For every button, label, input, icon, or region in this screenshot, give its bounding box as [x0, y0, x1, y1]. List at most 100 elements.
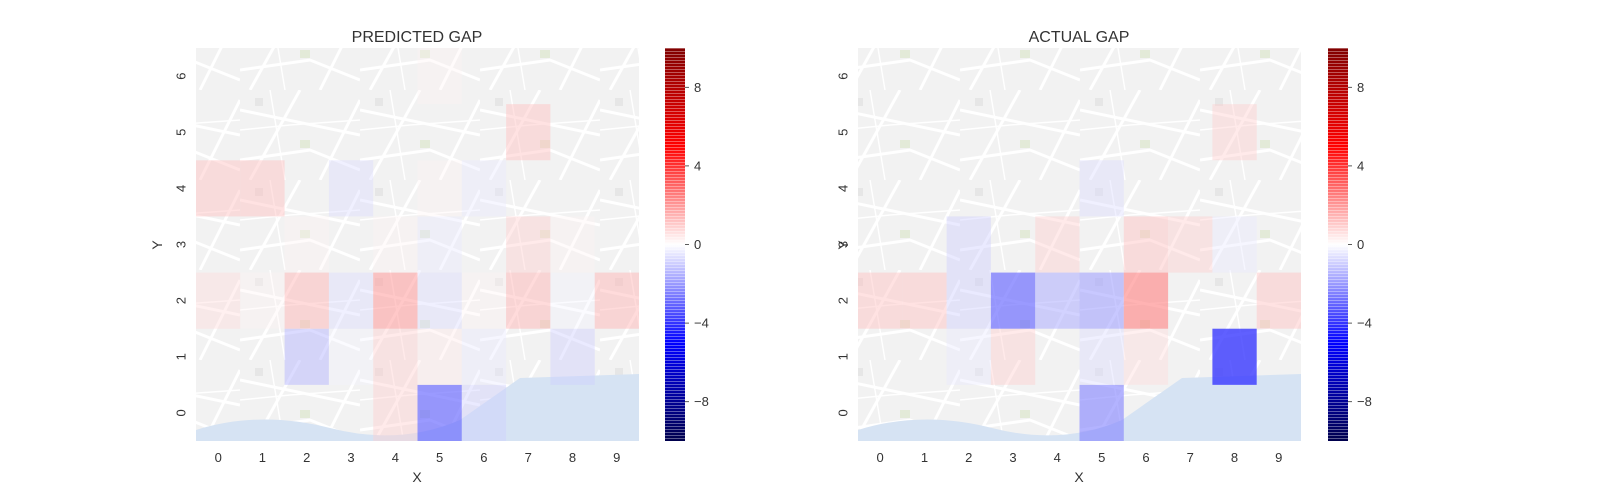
heatmap-cell-x8-y1	[550, 328, 595, 385]
heatmap-cell-x0-y2	[196, 272, 241, 329]
colorbar-tick-label: 8	[694, 80, 701, 95]
x-tick-label: 0	[876, 450, 883, 465]
heatmap-cell-x2-y2	[284, 272, 329, 329]
colorbar-tick-label: 8	[1357, 80, 1364, 95]
y-axis-label: Y	[149, 240, 165, 250]
heatmap-cell-x6-y3	[1123, 216, 1169, 273]
y-tick-label: 2	[835, 297, 850, 304]
y-axis-label: Y	[835, 240, 851, 250]
heatmap-cell-x5-y2	[1079, 272, 1124, 329]
x-tick-label: 6	[1142, 450, 1149, 465]
heatmap-cell-x6-y1	[461, 328, 507, 385]
heatmap-cell-x8-y3	[1212, 216, 1257, 273]
heatmap-cell-x4-y2	[1035, 272, 1080, 329]
heatmap-cell-x7-y3	[506, 216, 551, 273]
heatmap-cell-x9-y2	[594, 272, 639, 329]
heatmap-cell-x6-y1	[1123, 328, 1169, 385]
heatmap-cell-x8-y3	[550, 216, 595, 273]
y-tick-label: 1	[173, 353, 188, 360]
y-tick-label: 0	[173, 409, 188, 416]
heatmap-cell-x4-y2	[373, 272, 418, 329]
y-tick-label: 0	[835, 409, 850, 416]
x-tick-label: 4	[1054, 450, 1061, 465]
heatmap-cell-x3-y1	[990, 328, 1036, 385]
colorbar-tick-labels: 8 4 0 −4 −8	[1348, 80, 1372, 409]
x-tick-label: 3	[347, 450, 354, 465]
x-tick-label: 9	[613, 450, 620, 465]
x-tick-label: 5	[436, 450, 443, 465]
heatmap-cell-x4-y3	[1035, 216, 1080, 273]
heatmap-cell-x7-y5	[506, 104, 551, 161]
x-tick-label: 7	[1187, 450, 1194, 465]
colorbar-tick-label: 4	[1357, 158, 1364, 173]
heatmap-cell-x6-y4	[461, 160, 507, 217]
colorbar-tick-label: −8	[694, 394, 709, 409]
y-tick-label: 2	[173, 297, 188, 304]
x-tick-label: 6	[480, 450, 487, 465]
heatmap-cell-x0-y4	[196, 160, 241, 217]
heatmap-cell-x2-y3	[946, 216, 991, 273]
heatmap-cell-x4-y0	[373, 384, 418, 441]
colorbar-tick-labels: 8 4 0 −4 −8	[685, 80, 709, 409]
x-tick-label: 2	[303, 450, 310, 465]
heatmap-cell-x6-y2	[461, 272, 507, 329]
heatmap-cell-x9-y2	[1256, 272, 1301, 329]
colorbar-tick-label: 0	[1357, 237, 1364, 252]
colorbar-tick-label: −8	[1357, 394, 1372, 409]
map-background	[196, 48, 639, 441]
chart-title: ACTUAL GAP	[1029, 29, 1130, 46]
heatmap-cell-x1-y4	[240, 160, 285, 217]
x-tick-label: 2	[965, 450, 972, 465]
colorbar-tick-label: −4	[694, 316, 709, 331]
heatmap-cell-x7-y2	[506, 272, 551, 329]
x-tick-labels: 0 1 2 3 4 5 6 7 8 9	[876, 450, 1282, 465]
heatmap-cell-x6-y2	[1123, 272, 1169, 329]
y-tick-label: 1	[835, 353, 850, 360]
y-tick-label: 3	[173, 241, 188, 248]
y-tick-labels: 0 1 2 3 4 5 6	[173, 72, 188, 416]
x-tick-label: 3	[1009, 450, 1016, 465]
x-tick-label: 9	[1275, 450, 1282, 465]
y-tick-label: 5	[173, 129, 188, 136]
heatmap-cell-x2-y2	[946, 272, 991, 329]
y-tick-label: 5	[835, 129, 850, 136]
x-tick-label: 1	[921, 450, 928, 465]
x-tick-label: 8	[1231, 450, 1238, 465]
heatmap-cell-x8-y2	[550, 272, 595, 329]
heatmap-cell-x2-y3	[284, 216, 329, 273]
colorbar-stripes	[665, 48, 685, 441]
y-tick-label: 6	[835, 72, 850, 79]
panel-actual: ACTUAL GAP 0 1 2 3 4 5 6 7 8 9 0 1 2 3 4 5 6 X Y 8 4 0 −4 −…	[835, 29, 1372, 485]
chart-title: PREDICTED GAP	[352, 29, 483, 46]
y-tick-label: 4	[835, 185, 850, 192]
colorbar: 8 4 0 −4 −8	[665, 48, 709, 441]
y-tick-label: 3	[835, 241, 850, 248]
x-tick-label: 0	[215, 450, 222, 465]
x-axis-label: X	[412, 469, 422, 485]
colorbar: 8 4 0 −4 −8	[1328, 48, 1372, 441]
x-tick-label: 1	[259, 450, 266, 465]
heatmap-cell-x8-y5	[1212, 104, 1257, 161]
colorbar-tick-label: 4	[694, 158, 701, 173]
heatmap-cell-x3-y4	[328, 160, 374, 217]
x-tick-label: 4	[392, 450, 399, 465]
heatmap-cell-x1-y2	[240, 272, 285, 329]
heatmap-cell-x4-y3	[373, 216, 418, 273]
heatmap-cell-x5-y1	[417, 328, 462, 385]
heatmap-cells	[196, 48, 639, 441]
heatmap-cells	[858, 104, 1301, 441]
colorbar-tick-label: −4	[1357, 316, 1372, 331]
heatmap-cell-x5-y4	[417, 160, 462, 217]
x-tick-label: 7	[525, 450, 532, 465]
heatmap-cell-x3-y2	[990, 272, 1036, 329]
x-tick-labels: 0 1 2 3 4 5 6 7 8 9	[215, 450, 621, 465]
y-tick-label: 4	[173, 185, 188, 192]
heatmap-cell-x5-y0	[1079, 384, 1124, 441]
heatmap-cell-x6-y0	[461, 384, 507, 441]
x-tick-label: 5	[1098, 450, 1105, 465]
heatmap-cell-x5-y1	[1079, 328, 1124, 385]
y-tick-labels: 0 1 2 3 4 5 6	[835, 72, 850, 416]
heatmap-cell-x1-y2	[902, 272, 947, 329]
heatmap-cell-x5-y6	[417, 48, 462, 105]
